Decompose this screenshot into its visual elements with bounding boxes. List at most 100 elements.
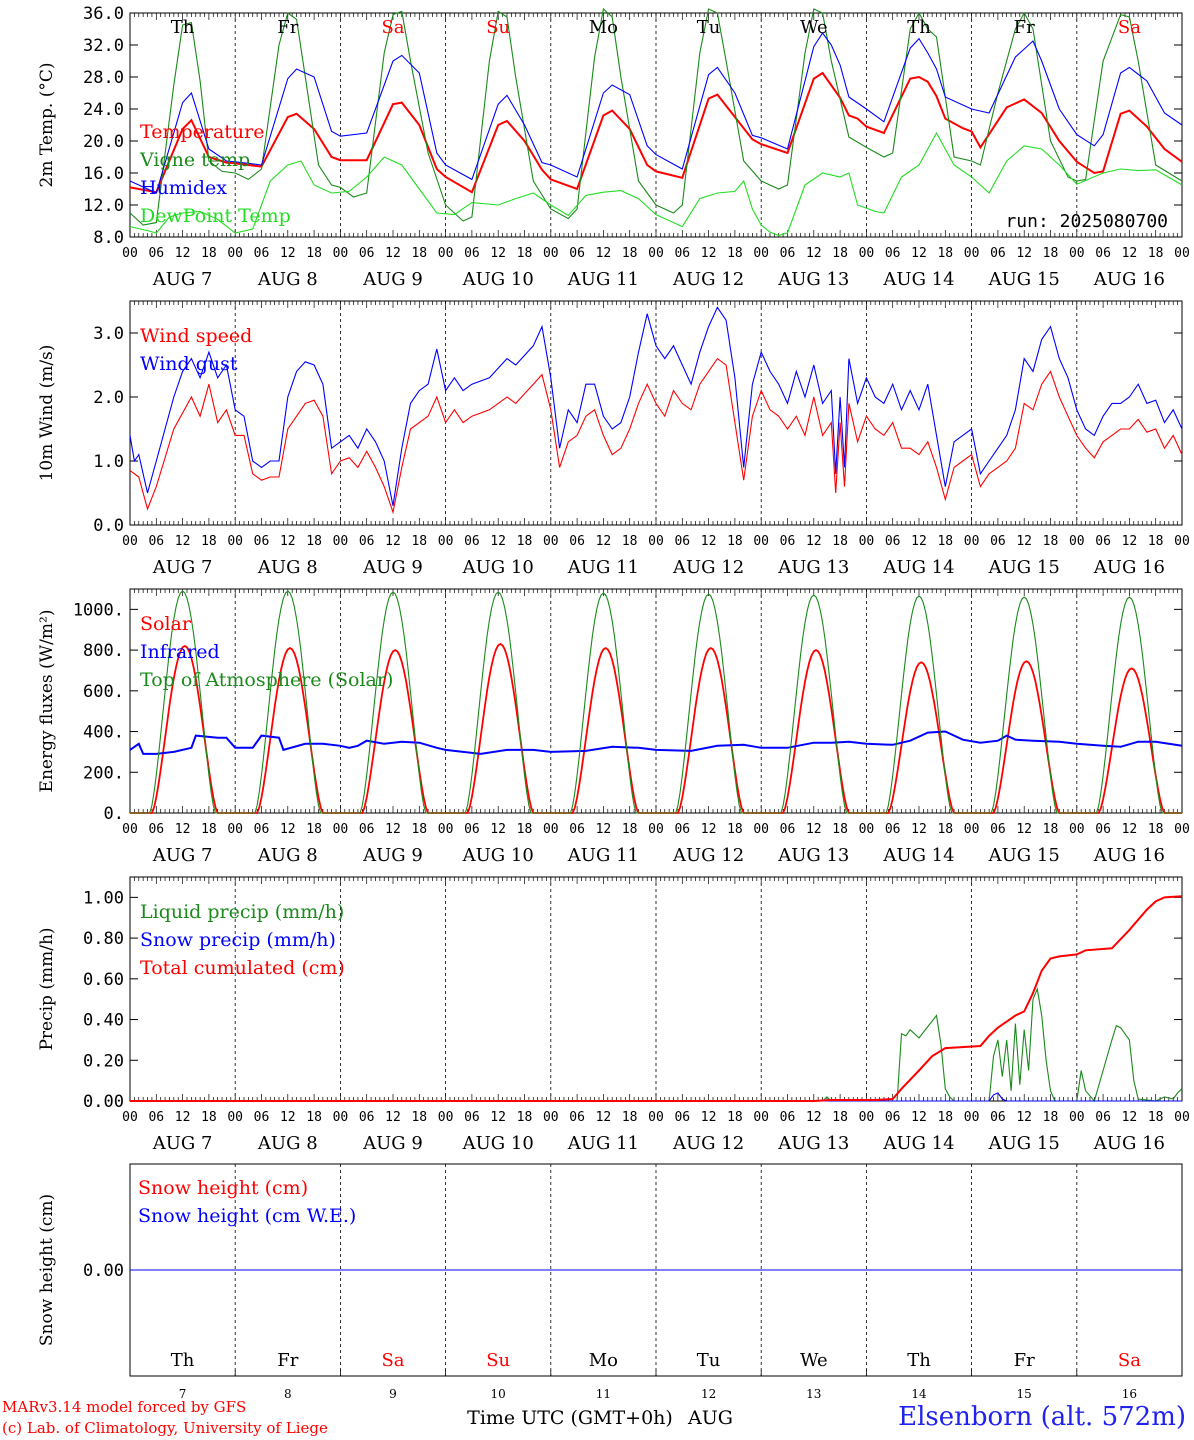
- hour-tick-label: 12: [701, 534, 717, 549]
- y-tick-label: 200.: [83, 763, 124, 783]
- hour-tick-label: 06: [885, 246, 901, 261]
- day-number-label: 14: [911, 1387, 927, 1401]
- hour-tick-label: 18: [1148, 246, 1164, 261]
- y-tick-label: 600.: [83, 682, 124, 702]
- date-label: AUG 12: [672, 557, 744, 578]
- y-tick-label: 16.0: [83, 164, 124, 184]
- date-label: AUG 15: [988, 557, 1060, 578]
- hour-tick-label: 00: [1174, 246, 1190, 261]
- hour-tick-label: 06: [780, 534, 796, 549]
- series-line-liquid-precip-mm-h-: [130, 987, 1183, 1103]
- day-number-label: 16: [1122, 1387, 1137, 1401]
- plot-frame: [129, 300, 1183, 526]
- hour-tick-label: 06: [990, 1110, 1006, 1125]
- hour-tick-label: 12: [490, 1110, 506, 1125]
- date-label: AUG 10: [462, 1133, 534, 1154]
- hour-tick-label: 00: [543, 1110, 559, 1125]
- legend-entry: Vigne temp: [139, 149, 250, 171]
- hour-tick-label: 18: [727, 534, 743, 549]
- y-tick-label: 0.0: [93, 516, 124, 536]
- hour-tick-label: 00: [438, 1110, 454, 1125]
- hour-tick-label: 18: [1043, 246, 1059, 261]
- weekday-label: Su: [486, 17, 510, 38]
- panel-1: 8.0 12.0 16.0 20.0 24.0 28.0 32.0 36.0 2m Temp. …: [37, 4, 1190, 290]
- run-label: run: 2025080700: [1005, 211, 1168, 232]
- weekday-label: Sa: [381, 17, 404, 38]
- hour-tick-label: 12: [911, 1110, 927, 1125]
- y-tick-label: 28.0: [83, 68, 124, 88]
- hour-tick-label: 12: [490, 534, 506, 549]
- hour-tick-label: 18: [832, 246, 848, 261]
- hour-tick-label: 00: [1069, 822, 1085, 837]
- series-line-top-of-atmosphere-solar-: [130, 590, 1182, 814]
- hour-tick-label: 12: [1016, 822, 1032, 837]
- hour-tick-label: 06: [464, 1110, 480, 1125]
- date-label: AUG 13: [777, 269, 849, 290]
- hour-tick-label: 06: [359, 246, 375, 261]
- date-label: AUG 11: [567, 845, 639, 866]
- hour-tick-label: 00: [753, 534, 769, 549]
- weekday-label: We: [800, 17, 828, 38]
- x-axis-month: AUG: [687, 1407, 733, 1429]
- hour-tick-label: 06: [990, 534, 1006, 549]
- weekday-label-bottom: Tu: [697, 1350, 721, 1371]
- y-tick-label: 32.0: [83, 36, 124, 56]
- date-label: AUG 8: [257, 269, 318, 290]
- hour-tick-label: 00: [438, 534, 454, 549]
- weekday-label: Fr: [1014, 17, 1035, 38]
- series-line-vigne-temp: [129, 7, 1183, 226]
- hour-tick-label: 06: [359, 534, 375, 549]
- hour-tick-label: 18: [1148, 822, 1164, 837]
- plot-frame: [129, 12, 1183, 238]
- hour-tick-label: 06: [148, 822, 164, 837]
- hour-tick-label: 06: [1095, 1110, 1111, 1125]
- date-label: AUG 15: [988, 269, 1060, 290]
- hour-tick-label: 12: [911, 822, 927, 837]
- hour-tick-label: 00: [753, 1110, 769, 1125]
- legend-entry: Snow height (cm W.E.): [138, 1205, 356, 1227]
- hour-tick-label: 12: [280, 1110, 296, 1125]
- hour-tick-label: 12: [385, 534, 401, 549]
- hour-tick-label: 18: [1043, 1110, 1059, 1125]
- legend-entry: Wind gust: [140, 353, 238, 375]
- y-tick-label: 12.0: [83, 196, 124, 216]
- hour-tick-label: 00: [648, 534, 664, 549]
- hour-tick-label: 06: [148, 534, 164, 549]
- hour-tick-label: 18: [201, 534, 217, 549]
- weekday-label-bottom: Sa: [1118, 1350, 1141, 1371]
- hour-tick-label: 00: [122, 534, 138, 549]
- weekday-label: Th: [907, 17, 931, 38]
- y-tick-label: 2.0: [93, 388, 124, 408]
- model-credit: MARv3.14 model forced by GFS: [2, 1398, 247, 1416]
- series-line-wind-speed: [129, 357, 1183, 515]
- hour-tick-label: 18: [937, 534, 953, 549]
- hour-tick-label: 06: [254, 534, 270, 549]
- date-label: AUG 11: [567, 1133, 639, 1154]
- hour-tick-label: 18: [306, 1110, 322, 1125]
- date-label: AUG 12: [672, 269, 744, 290]
- x-axis-title: Time UTC (GMT+0h): [467, 1407, 673, 1429]
- hour-tick-label: 18: [937, 246, 953, 261]
- day-number-label: 13: [806, 1387, 821, 1401]
- legend-entry: Top of Atmosphere (Solar): [140, 669, 393, 691]
- legend-entry: Wind speed: [140, 325, 252, 347]
- date-label: AUG 9: [362, 845, 423, 866]
- panel-4: 0.00 0.20 0.40 0.60 0.80 1.00 Precip (mm/h) Liq…: [37, 876, 1190, 1154]
- hour-tick-label: 18: [727, 822, 743, 837]
- weekday-label-bottom: Mo: [589, 1350, 618, 1371]
- hour-tick-label: 06: [464, 822, 480, 837]
- hour-tick-label: 18: [1043, 822, 1059, 837]
- hour-tick-label: 06: [990, 822, 1006, 837]
- y-tick-label: 1.00: [83, 888, 124, 908]
- hour-tick-label: 12: [175, 246, 191, 261]
- hour-tick-label: 18: [411, 822, 427, 837]
- series-line-infrared: [129, 730, 1183, 755]
- hour-tick-label: 06: [780, 822, 796, 837]
- hour-tick-label: 00: [964, 534, 980, 549]
- date-label: AUG 14: [882, 845, 954, 866]
- hour-tick-label: 12: [175, 822, 191, 837]
- hour-tick-label: 00: [753, 246, 769, 261]
- y-tick-label: 800.: [83, 641, 124, 661]
- day-number-label: 10: [491, 1387, 506, 1401]
- date-label: AUG 14: [882, 269, 954, 290]
